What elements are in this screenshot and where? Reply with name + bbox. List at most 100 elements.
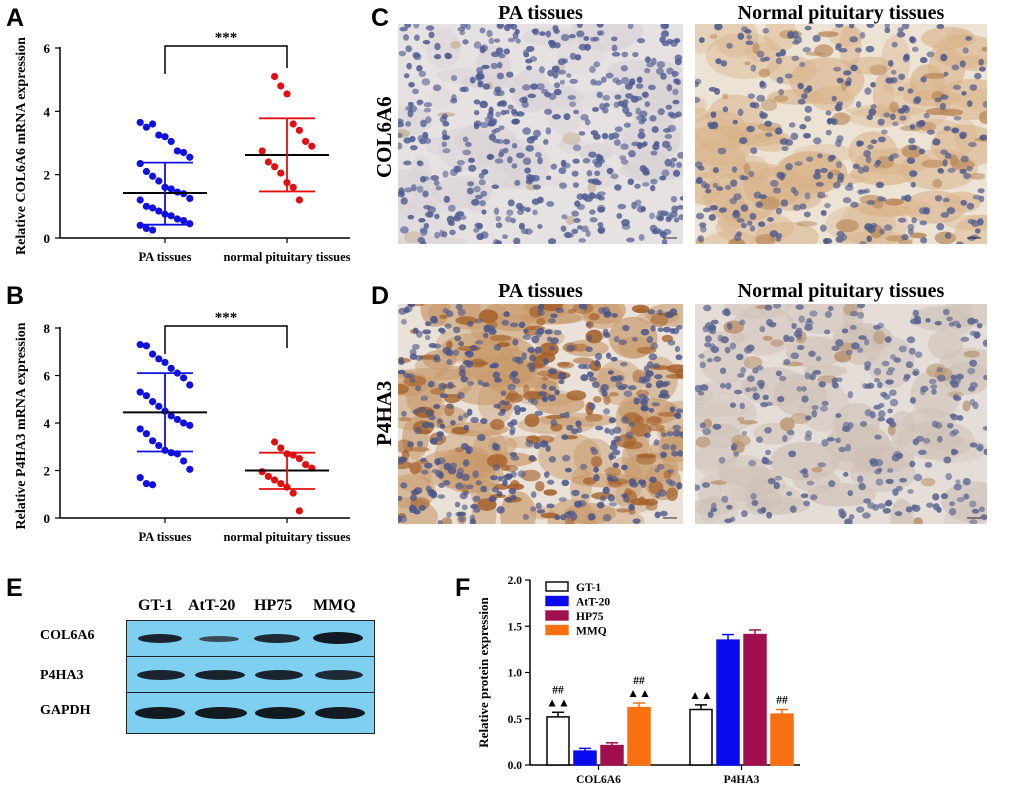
cell-nucleus bbox=[657, 309, 663, 316]
cell-nucleus bbox=[892, 488, 899, 496]
cell-nucleus bbox=[911, 217, 917, 224]
cell-nucleus bbox=[776, 171, 785, 179]
cell-nucleus bbox=[877, 503, 886, 509]
cell-nucleus bbox=[811, 404, 819, 410]
cell-nucleus bbox=[812, 369, 822, 375]
cell-nucleus bbox=[491, 362, 499, 369]
ihc-image-col6a6-normal bbox=[695, 24, 987, 244]
cell-nucleus bbox=[838, 48, 848, 53]
cell-nucleus bbox=[462, 459, 470, 467]
cell-nucleus bbox=[847, 182, 853, 188]
data-point bbox=[167, 212, 175, 220]
cell-nucleus bbox=[635, 96, 643, 101]
brown-stain bbox=[962, 400, 971, 412]
cell-nucleus bbox=[677, 449, 683, 457]
cell-nucleus bbox=[858, 482, 866, 491]
cell-nucleus bbox=[849, 324, 857, 330]
band bbox=[135, 707, 185, 719]
cell-nucleus bbox=[490, 62, 498, 69]
brown-stain bbox=[978, 111, 987, 124]
cell-nucleus bbox=[488, 37, 495, 45]
cell-nucleus bbox=[611, 313, 618, 318]
cell-nucleus bbox=[585, 230, 591, 238]
cell-nucleus bbox=[561, 434, 569, 440]
cell-nucleus bbox=[523, 328, 529, 334]
cell-nucleus bbox=[757, 221, 766, 228]
cell-nucleus bbox=[491, 129, 497, 135]
cell-nucleus bbox=[409, 494, 417, 501]
brown-stain bbox=[920, 477, 936, 487]
cell-nucleus bbox=[648, 84, 656, 91]
tissue-patch bbox=[881, 34, 911, 85]
cell-nucleus bbox=[799, 61, 806, 68]
data-point bbox=[264, 158, 272, 166]
significance-bracket bbox=[164, 45, 288, 74]
cell-nucleus bbox=[596, 154, 604, 162]
cell-nucleus bbox=[507, 37, 516, 43]
cell-nucleus bbox=[492, 371, 501, 379]
cell-nucleus bbox=[660, 451, 667, 459]
cell-nucleus bbox=[437, 520, 443, 524]
cell-nucleus bbox=[660, 24, 670, 30]
data-point bbox=[167, 137, 175, 146]
brown-stain bbox=[934, 231, 957, 244]
cell-nucleus bbox=[508, 372, 517, 380]
cell-nucleus bbox=[434, 42, 441, 51]
cell-nucleus bbox=[756, 436, 763, 444]
brown-stain bbox=[889, 101, 899, 113]
ihc-row-label-col6a6: COL6A6 bbox=[372, 96, 396, 178]
cell-nucleus bbox=[835, 437, 841, 444]
cell-nucleus bbox=[651, 126, 659, 133]
y-tick-label: 2 bbox=[44, 464, 51, 479]
cell-nucleus bbox=[644, 56, 651, 64]
cell-nucleus bbox=[774, 475, 783, 481]
cell-nucleus bbox=[456, 472, 464, 479]
cell-nucleus bbox=[669, 308, 678, 315]
cell-nucleus bbox=[786, 429, 795, 436]
cell-nucleus bbox=[621, 464, 628, 471]
brown-stain bbox=[543, 489, 558, 496]
brown-stain bbox=[505, 393, 524, 403]
cell-nucleus bbox=[603, 408, 611, 415]
cell-nucleus bbox=[503, 401, 510, 406]
brown-stain bbox=[450, 41, 461, 49]
cell-nucleus bbox=[398, 369, 406, 375]
cell-nucleus bbox=[914, 96, 922, 103]
cell-nucleus bbox=[926, 129, 935, 135]
cell-nucleus bbox=[405, 121, 412, 127]
data-point bbox=[155, 441, 163, 450]
cell-nucleus bbox=[454, 501, 461, 508]
cell-nucleus bbox=[820, 224, 827, 232]
band bbox=[254, 634, 300, 643]
y-tick-label: 0 bbox=[44, 511, 51, 526]
cell-nucleus bbox=[650, 150, 658, 156]
cell-nucleus bbox=[558, 497, 567, 502]
cell-nucleus bbox=[652, 143, 660, 151]
cell-nucleus bbox=[552, 24, 559, 32]
data-point bbox=[142, 202, 150, 210]
ihc-image-p4ha3-pa bbox=[398, 304, 683, 524]
cell-nucleus bbox=[496, 491, 503, 497]
cell-nucleus bbox=[506, 209, 514, 216]
cell-nucleus bbox=[889, 389, 897, 397]
cell-nucleus bbox=[654, 374, 663, 380]
cell-nucleus bbox=[576, 30, 585, 38]
cell-nucleus bbox=[640, 328, 650, 336]
cell-nucleus bbox=[621, 51, 629, 58]
cell-nucleus bbox=[479, 121, 489, 129]
cell-nucleus bbox=[509, 87, 516, 94]
cell-nucleus bbox=[441, 129, 448, 137]
cell-nucleus bbox=[457, 308, 466, 316]
cell-nucleus bbox=[467, 181, 474, 187]
cell-nucleus bbox=[433, 354, 440, 361]
blot-lane-att20: AtT-20 bbox=[188, 597, 236, 614]
cell-nucleus bbox=[610, 356, 618, 362]
cell-nucleus bbox=[821, 439, 829, 447]
cell-nucleus bbox=[661, 29, 669, 37]
data-point bbox=[295, 126, 303, 134]
cell-nucleus bbox=[877, 118, 885, 126]
cell-nucleus bbox=[461, 473, 470, 482]
ihc-head-pa-d: PA tissues bbox=[498, 280, 583, 302]
cell-nucleus bbox=[398, 142, 403, 150]
cell-nucleus bbox=[446, 403, 454, 409]
